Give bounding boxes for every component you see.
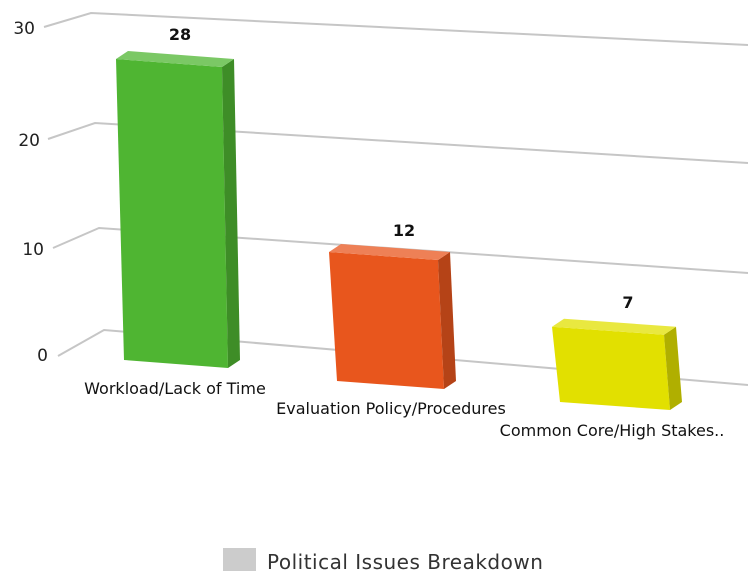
y-axis-ticks: 0 10 20 30 — [13, 19, 48, 366]
y-tick-label-30: 30 — [13, 19, 35, 39]
bar-top-2 — [552, 318, 676, 335]
gridline-3 — [43, 11, 748, 46]
bar-front-2 — [552, 326, 670, 410]
bar-front-1 — [329, 252, 444, 389]
gridline-2 — [47, 121, 748, 164]
x-label-common-core: Common Core/High Stakes.. — [500, 421, 725, 440]
legend-swatch — [223, 548, 256, 571]
x-axis-labels: Workload/Lack of Time Evaluation Policy/… — [84, 379, 724, 440]
bar-top-1 — [329, 244, 450, 260]
x-label-evaluation: Evaluation Policy/Procedures — [276, 399, 506, 418]
bar-top-0 — [116, 51, 234, 67]
legend[interactable]: Political Issues Breakdown — [223, 548, 543, 571]
value-label-evaluation: 12 — [393, 221, 415, 240]
y-tick-label-20: 20 — [18, 131, 40, 151]
value-labels: 28 12 7 — [169, 25, 634, 312]
bar-side-1 — [438, 252, 456, 389]
gridlines — [43, 11, 748, 386]
y-tick-label-10: 10 — [22, 240, 44, 260]
y-tick-label-0: 0 — [37, 346, 48, 366]
bars — [116, 51, 682, 410]
gridline-1 — [52, 226, 748, 274]
bar-side-0 — [222, 59, 240, 368]
value-label-workload: 28 — [169, 25, 191, 44]
gridline-0 — [57, 328, 748, 386]
x-label-workload: Workload/Lack of Time — [84, 379, 266, 398]
value-label-common-core: 7 — [622, 293, 633, 312]
bar-front-0 — [116, 59, 228, 368]
bar-side-2 — [664, 326, 682, 410]
legend-label: Political Issues Breakdown — [267, 550, 543, 571]
